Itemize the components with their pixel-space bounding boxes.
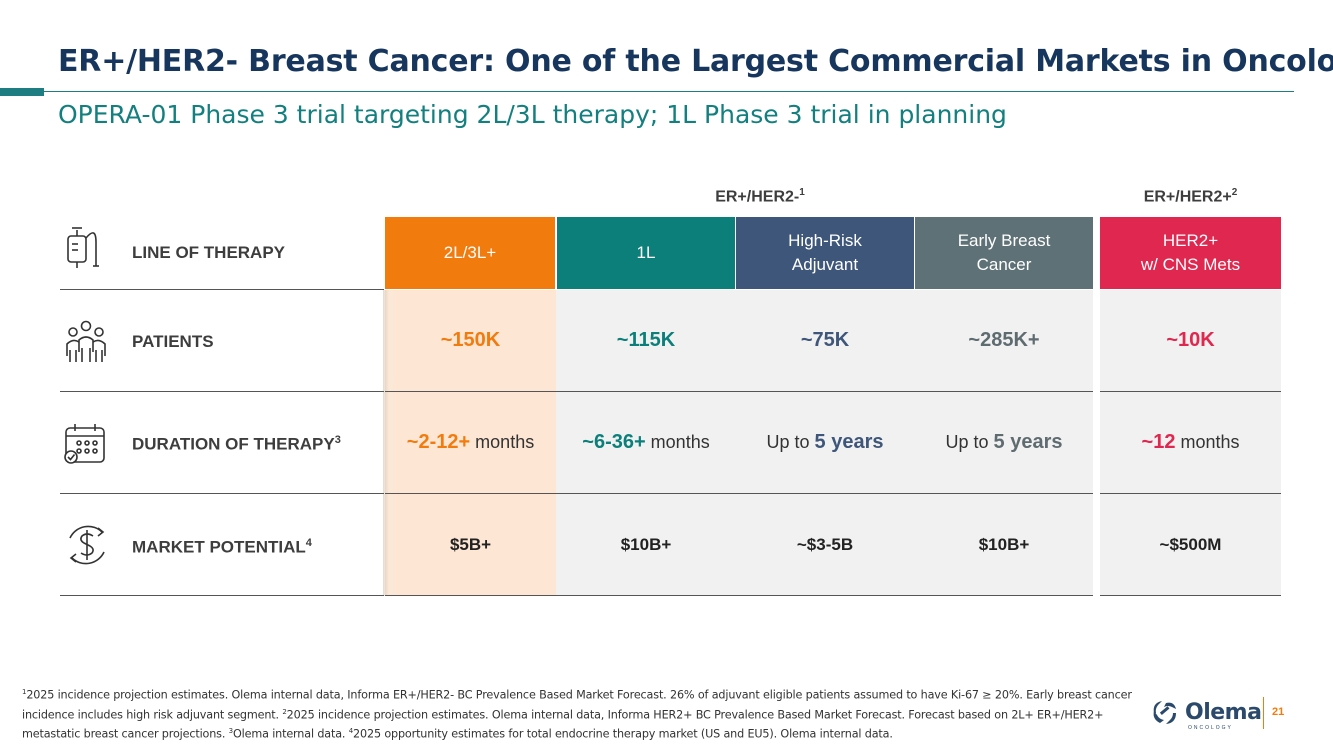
patients-high-risk-adjuvant: ~75K — [800, 329, 850, 351]
group-label-er-her2-pos: ER+/HER2+2 — [1143, 187, 1238, 206]
row-divider — [60, 493, 384, 494]
row-label-line-of-therapy: LINE OF THERAPY — [132, 243, 286, 262]
row-label-market-potential: MARKET POTENTIAL4 — [132, 537, 312, 557]
patients-group-icon — [66, 320, 106, 362]
header-2l3l: 2L/3L+ — [385, 217, 555, 289]
olema-logo-subtitle: ONCOLOGY — [1188, 725, 1233, 731]
olema-logo-mark-icon — [1153, 701, 1176, 724]
row-divider — [1100, 595, 1281, 596]
row-divider — [1100, 391, 1281, 392]
market-high-risk-adjuvant: ~$3-5B — [796, 534, 854, 554]
page-number: 21 — [1272, 706, 1285, 718]
title-accent-bar — [0, 88, 44, 96]
duration-her2-cns-mets: ~12 months — [1141, 431, 1240, 453]
duration-2l3l: ~2-12+ months — [406, 431, 535, 453]
header-her2-cns-mets: HER2+ w/ CNS Mets — [1100, 217, 1281, 289]
row-divider — [385, 595, 1093, 596]
column-bg-er-her2-neg — [556, 290, 1093, 596]
dollar-cycle-icon — [69, 525, 105, 565]
header-1l: 1L — [557, 217, 735, 289]
group-label-er-her2-neg: ER+/HER2-1 — [715, 187, 805, 206]
market-her2-cns-mets: ~$500M — [1159, 534, 1222, 554]
footnote: 12025 incidence projection estimates. Ol… — [22, 688, 1132, 742]
patients-early-breast-cancer: ~285K+ — [968, 329, 1040, 351]
patients-her2-cns-mets: ~10K — [1166, 329, 1215, 351]
header-early-breast-cancer: Early Breast Cancer — [915, 217, 1093, 289]
calendar-icon — [64, 424, 105, 464]
slide-subtitle: OPERA-01 Phase 3 trial targeting 2L/3L t… — [58, 100, 1007, 129]
duration-1l: ~6-36+ months — [582, 431, 710, 453]
market-1l: $10B+ — [620, 534, 672, 554]
market-early-breast-cancer: $10B+ — [978, 534, 1030, 554]
column-bg-her2-pos — [1100, 290, 1281, 596]
row-divider — [1100, 493, 1281, 494]
patients-2l3l: ~150K — [440, 329, 501, 351]
row-divider — [385, 493, 1093, 494]
column-shadow — [383, 290, 389, 596]
row-divider — [60, 391, 384, 392]
header-high-risk-adjuvant: High-Risk Adjuvant — [736, 217, 914, 289]
row-divider — [385, 391, 1093, 392]
olema-logo: Olema — [1148, 697, 1262, 727]
duration-early-breast-cancer: Up to 5 years — [945, 431, 1063, 453]
title-rule — [44, 91, 1294, 92]
row-divider — [60, 289, 384, 290]
row-label-duration-of-therapy: DURATION OF THERAPY3 — [132, 434, 341, 454]
column-bg-2l3l — [385, 290, 556, 596]
page-number-separator — [1263, 697, 1264, 729]
row-label-patients: PATIENTS — [132, 332, 214, 351]
slide-title: ER+/HER2- Breast Cancer: One of the Larg… — [58, 44, 1333, 79]
market-2l3l: $5B+ — [449, 534, 492, 554]
duration-high-risk-adjuvant: Up to 5 years — [766, 431, 884, 453]
patients-1l: ~115K — [616, 329, 676, 351]
iv-bag-icon — [67, 227, 99, 268]
row-divider — [60, 595, 384, 596]
